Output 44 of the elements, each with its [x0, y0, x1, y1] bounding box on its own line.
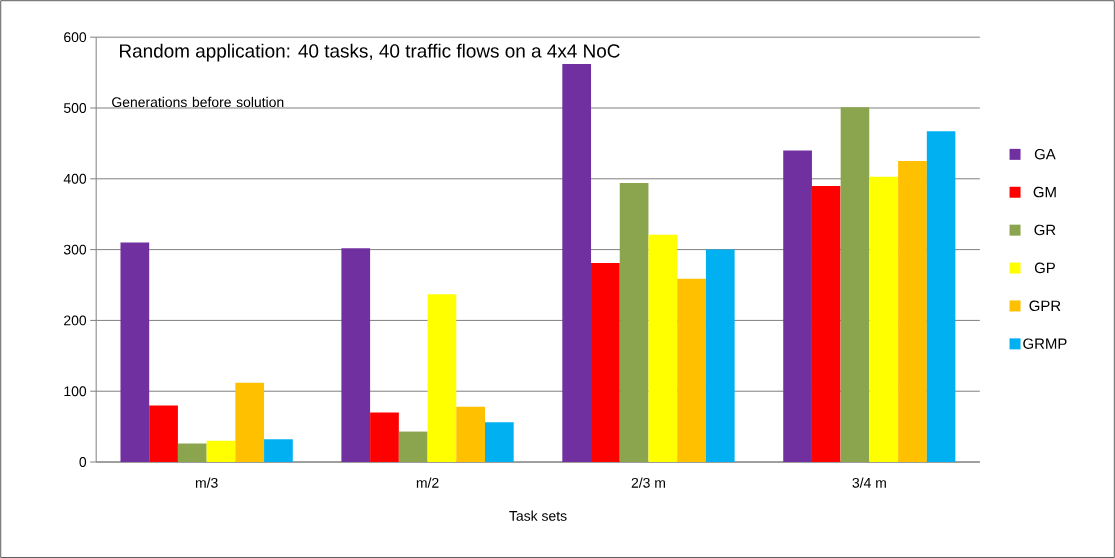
y-tick-label: 600: [64, 32, 87, 43]
x-tick-label: 3/4 m: [852, 477, 886, 488]
y-tick-label: 400: [63, 173, 87, 184]
bar: [235, 382, 265, 462]
x-tick-label: 2/3 m: [631, 477, 665, 488]
bar: [591, 262, 620, 462]
bar: [398, 431, 428, 462]
legend-label: GR: [1034, 224, 1056, 236]
bar: [149, 405, 178, 462]
bar: [677, 278, 706, 462]
bar: [341, 248, 371, 462]
bar: [427, 294, 457, 462]
annotation: Generations before solution: [112, 96, 284, 108]
y-tick-label: 200: [64, 315, 87, 326]
bar: [619, 182, 649, 462]
bar: [811, 185, 841, 462]
legend-label: GP: [1034, 262, 1055, 274]
bar: [783, 150, 812, 462]
bar: [869, 176, 899, 462]
x-axis-title: Task sets: [509, 510, 567, 521]
bar: [370, 412, 399, 462]
bar: [705, 249, 735, 462]
legend-label: GPR: [1029, 300, 1061, 311]
bar: [177, 443, 207, 462]
bar: [840, 107, 870, 462]
y-tick-label: 300: [63, 244, 87, 255]
y-tick-label: 100: [64, 386, 87, 397]
bar: [562, 64, 592, 462]
bar: [264, 439, 293, 462]
x-tick-label: m/2: [416, 477, 439, 488]
y-tick-label: 0: [79, 456, 87, 467]
y-tick-label: 500: [63, 102, 87, 113]
x-tick-label: m/3: [195, 477, 218, 488]
bar: [120, 242, 150, 462]
bar: [926, 131, 956, 462]
bar: [898, 161, 927, 462]
bar: [484, 422, 514, 462]
chart-title: Random application: 40 tasks, 40 traffic flows on a 4x4 NoC: [120, 43, 620, 62]
legend-label: GA: [1034, 148, 1056, 160]
legend-label: GM: [1033, 186, 1056, 198]
bar: [648, 234, 678, 462]
bar: [206, 440, 236, 462]
bar: [456, 406, 485, 462]
legend-label: GRMP: [1023, 338, 1067, 349]
